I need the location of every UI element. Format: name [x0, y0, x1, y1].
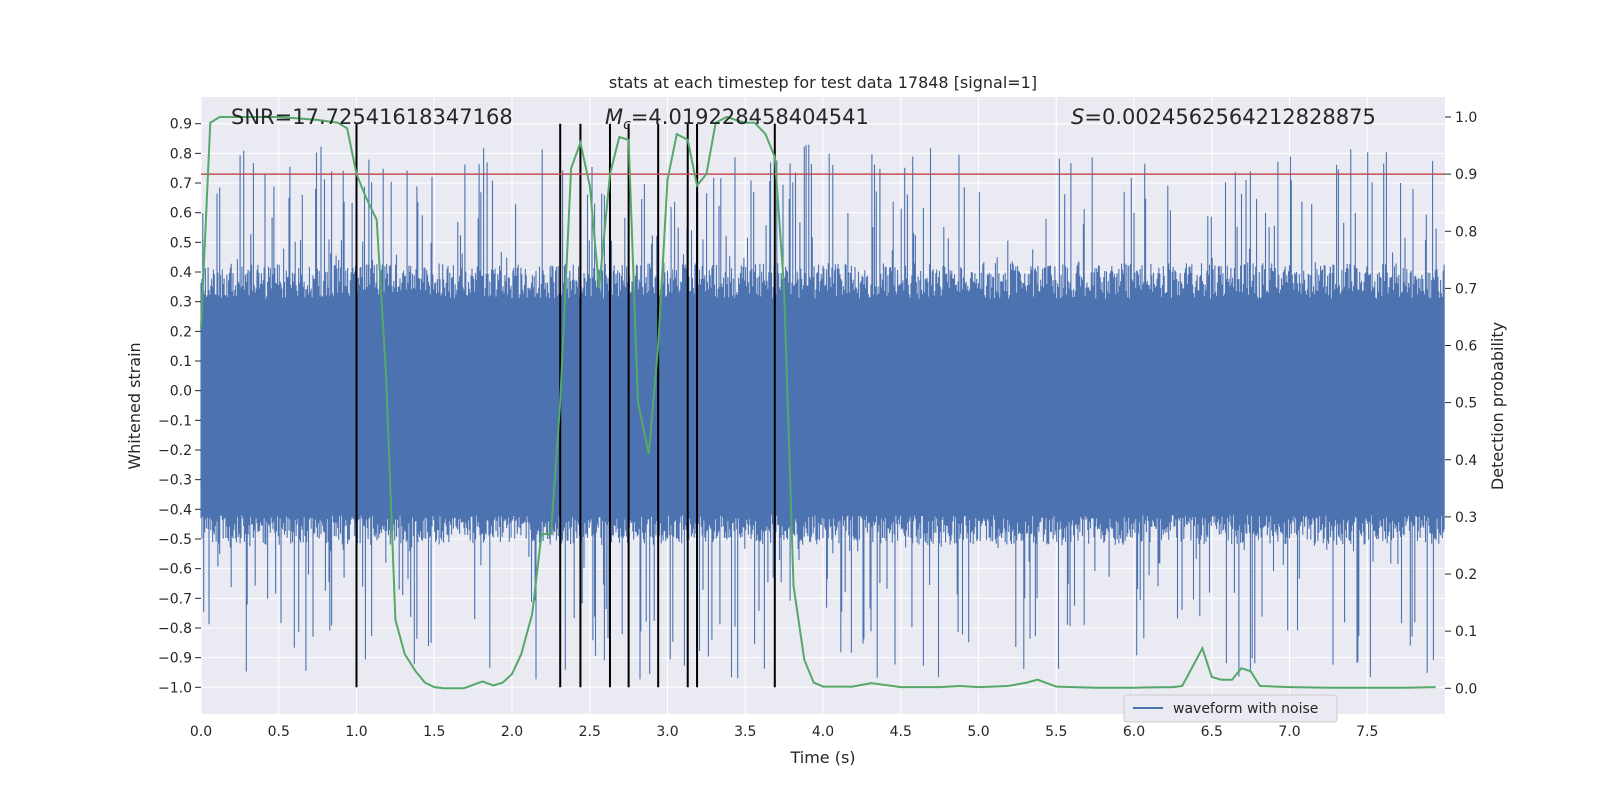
waveform-line [200, 144, 1445, 680]
y-right-tick-label: 0.8 [1455, 224, 1477, 240]
detection-markers [355, 123, 776, 688]
y-left-tick-label: −0.7 [158, 591, 192, 607]
y-left-tick-label: 0.4 [170, 265, 192, 281]
chirp-mass-annotation: Mc=4.019228458404541 [605, 105, 869, 133]
x-tick-label: 0.0 [190, 724, 212, 740]
x-tick-label: 5.0 [967, 724, 989, 740]
y-left-tick-label: −0.4 [158, 502, 192, 518]
snr-annotation: SNR=17.72541618347168 [231, 105, 513, 129]
x-axis-ticks: 0.0 0.5 1.0 1.5 2.0 2.5 3.0 3.5 4.0 4.5 5.0 5.5 6.0 6… [190, 724, 1379, 740]
s-annotation: S=0.0024562564212828875 [1071, 105, 1376, 129]
waveform-series [200, 144, 1445, 680]
chirp-mass-value: =4.019228458404541 [631, 105, 869, 129]
chirp-mass-subscript: c [623, 117, 631, 133]
x-tick-label: 4.5 [890, 724, 912, 740]
y-right-tick-label: 0.1 [1455, 624, 1477, 640]
y-left-tick-label: 0.7 [170, 176, 192, 192]
y-left-tick-label: −0.9 [158, 651, 192, 667]
y-right-tick-label: 0.3 [1455, 510, 1477, 526]
x-tick-label: 1.0 [345, 724, 367, 740]
x-tick-label: 0.5 [268, 724, 290, 740]
s-value: =0.0024562564212828875 [1084, 105, 1376, 129]
y-left-axis-label: Whitened strain [125, 342, 144, 469]
y-right-tick-label: 0.2 [1455, 567, 1477, 583]
x-tick-label: 6.0 [1123, 724, 1145, 740]
x-axis-label: Time (s) [789, 748, 855, 767]
x-tick-label: 7.0 [1278, 724, 1300, 740]
x-tick-label: 3.0 [656, 724, 678, 740]
y-left-tick-label: −0.3 [158, 473, 192, 489]
y-right-tick-label: 0.5 [1455, 396, 1477, 412]
legend: waveform with noise [1123, 694, 1338, 723]
probability-line [200, 115, 1436, 690]
x-tick-label: 2.5 [579, 724, 601, 740]
y-left-tick-label: 0.5 [170, 235, 192, 251]
x-tick-label: 3.5 [734, 724, 756, 740]
y-right-tick-label: 0.9 [1455, 167, 1477, 183]
y-left-tick-label: 0.2 [170, 324, 192, 340]
y-left-tick-label: −1.0 [158, 680, 192, 696]
y-left-tick-label: 0.9 [170, 117, 192, 133]
legend-box [1123, 694, 1338, 723]
y-left-tick-label: −0.5 [158, 532, 192, 548]
y-left-tick-label: 0.1 [170, 354, 192, 370]
probability-series [200, 115, 1436, 690]
x-tick-label: 2.0 [501, 724, 523, 740]
y-left-tick-label: −0.1 [158, 413, 192, 429]
x-tick-label: 1.5 [423, 724, 445, 740]
y-right-tick-label: 0.6 [1455, 339, 1477, 355]
y-left-tick-label: −0.2 [158, 443, 192, 459]
legend-label: waveform with noise [1173, 701, 1318, 717]
y-left-axis-ticks: 0.9 0.8 0.7 0.6 0.5 0.4 0.3 0.2 0.1 0.0 −0.1 −0.2 −0… [158, 117, 201, 696]
chart-title: stats at each timestep for test data 178… [609, 73, 1037, 92]
y-left-tick-label: −0.6 [158, 562, 192, 578]
y-right-axis-ticks: 1.0 0.9 0.8 0.7 0.6 0.5 0.4 0.3 0.2 0.1 0.0 [1445, 110, 1477, 697]
y-left-tick-label: 0.0 [170, 384, 192, 400]
y-right-axis-label: Detection probability [1488, 322, 1507, 490]
y-left-tick-label: −0.8 [158, 621, 192, 637]
y-left-tick-label: 0.8 [170, 146, 192, 162]
x-tick-label: 5.5 [1045, 724, 1067, 740]
y-right-tick-label: 0.0 [1455, 681, 1477, 697]
chirp-mass-symbol: M [605, 105, 623, 129]
x-tick-label: 7.5 [1356, 724, 1378, 740]
y-right-tick-label: 0.4 [1455, 453, 1477, 469]
x-tick-label: 6.5 [1201, 724, 1223, 740]
y-left-tick-label: 0.6 [170, 206, 192, 222]
y-right-tick-label: 0.7 [1455, 281, 1477, 297]
x-tick-label: 4.0 [812, 724, 834, 740]
s-symbol: S [1071, 105, 1084, 129]
y-right-tick-label: 1.0 [1455, 110, 1477, 126]
y-left-tick-label: 0.3 [170, 295, 192, 311]
